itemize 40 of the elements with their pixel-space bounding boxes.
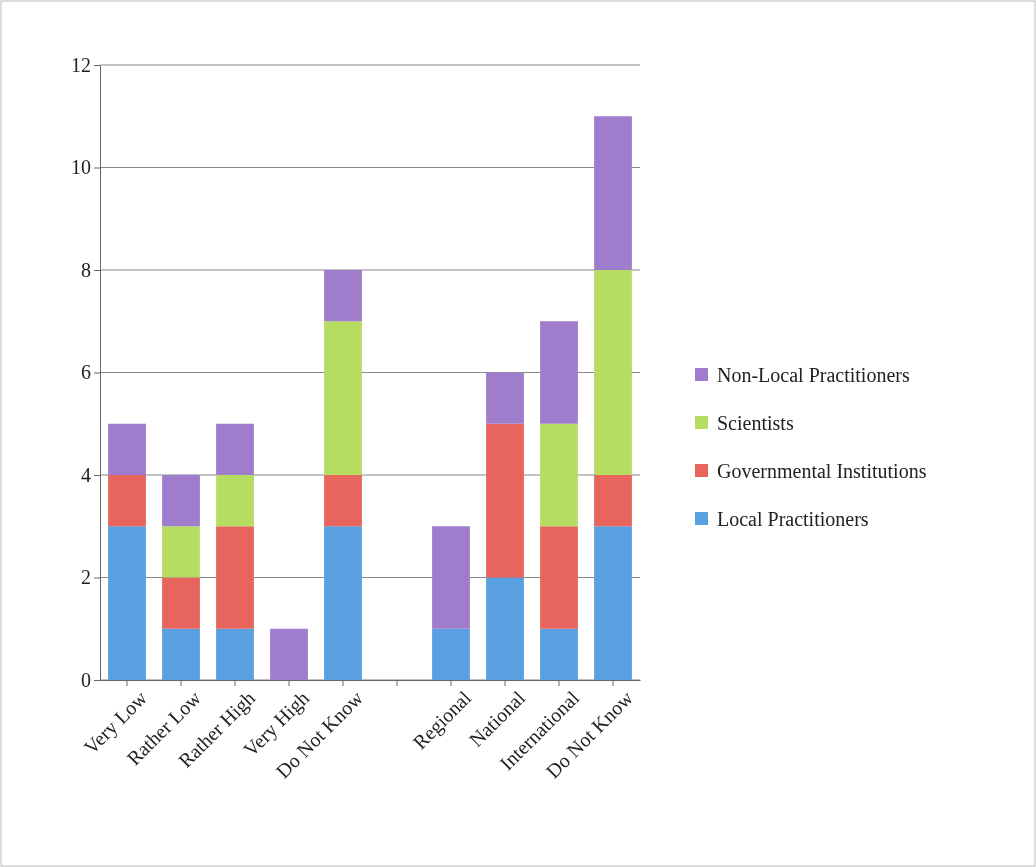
bar — [486, 577, 524, 680]
bar — [108, 423, 146, 475]
legend-label: Governmental Institutions — [717, 460, 927, 482]
bar — [540, 628, 578, 680]
y-tick-label: 12 — [71, 53, 91, 76]
bar — [216, 475, 254, 527]
bar — [162, 628, 200, 680]
y-tick-label: 0 — [81, 668, 91, 691]
bar — [594, 526, 632, 680]
bar — [540, 423, 578, 527]
bar — [216, 526, 254, 629]
bar — [108, 526, 146, 680]
bar — [216, 628, 254, 680]
legend-label: Scientists — [717, 412, 794, 434]
bar — [324, 526, 362, 680]
bar — [540, 526, 578, 629]
bar — [162, 475, 200, 527]
bar — [108, 475, 146, 527]
y-tick-label: 8 — [81, 258, 91, 281]
bar — [594, 116, 632, 270]
bar — [324, 475, 362, 527]
bar — [162, 526, 200, 578]
legend-label: Non-Local Practitioners — [717, 364, 910, 386]
bar — [162, 577, 200, 629]
bar — [486, 423, 524, 578]
bar — [270, 628, 308, 680]
y-tick-label: 4 — [81, 463, 91, 486]
bar — [324, 270, 362, 322]
bar — [540, 321, 578, 424]
bar — [486, 372, 524, 424]
y-tick-label: 6 — [81, 361, 91, 384]
bar — [594, 475, 632, 527]
bar — [594, 270, 632, 475]
bar — [432, 526, 470, 629]
bar — [216, 423, 254, 475]
y-tick-label: 2 — [81, 566, 91, 589]
y-tick-label: 10 — [71, 156, 91, 179]
bar — [324, 321, 362, 475]
bar — [432, 628, 470, 680]
legend-label: Local Practitioners — [717, 508, 869, 530]
